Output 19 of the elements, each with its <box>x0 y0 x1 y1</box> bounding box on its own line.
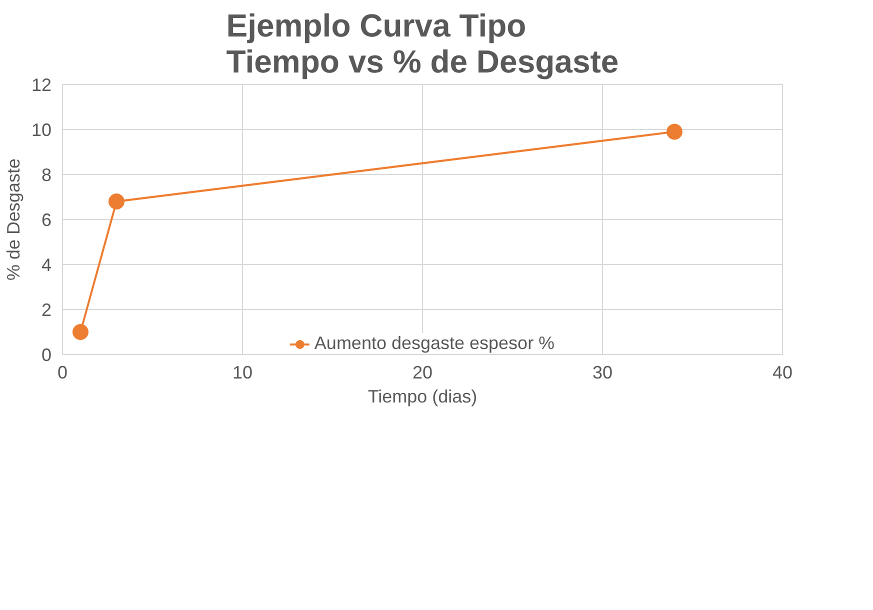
y-tick-label: 8 <box>41 165 52 185</box>
y-tick-label: 0 <box>41 345 52 365</box>
y-tick-label: 4 <box>41 255 52 275</box>
y-tick-label: 2 <box>41 300 52 320</box>
x-axis-title: Tiempo (dias) <box>368 386 478 406</box>
chart-title: Ejemplo Curva Tipo Tiempo vs % de Desgaste <box>226 8 619 80</box>
legend-label: Aumento desgaste espesor % <box>314 333 555 354</box>
y-tick-label: 12 <box>31 75 52 95</box>
y-tick-label: 6 <box>41 210 52 230</box>
point <box>666 124 682 140</box>
x-tick-label: 0 <box>57 362 68 382</box>
x-tick-label: 20 <box>412 362 433 382</box>
x-tick-label: 10 <box>232 362 253 382</box>
point <box>72 324 88 340</box>
y-axis-title: % de Desgaste <box>3 158 24 281</box>
x-tick-label: 30 <box>592 362 613 382</box>
y-tick-label: 10 <box>31 120 52 140</box>
x-tick-label: 40 <box>772 362 793 382</box>
point <box>108 194 124 210</box>
